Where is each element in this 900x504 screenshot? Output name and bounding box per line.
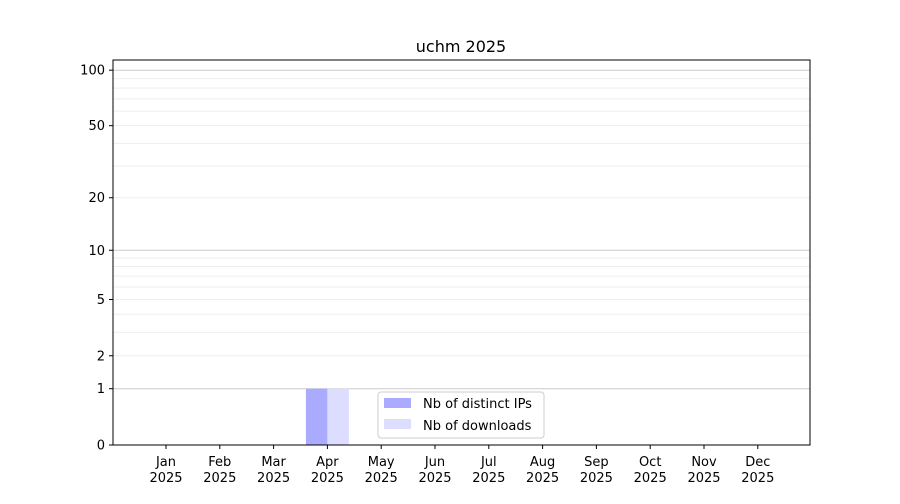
y-tick-label: 1 bbox=[97, 382, 105, 397]
x-tick-label: 2025 bbox=[418, 471, 451, 486]
x-tick-label: 2025 bbox=[365, 471, 398, 486]
x-tick-label: Jun bbox=[424, 455, 445, 470]
x-tick-label: 2025 bbox=[526, 471, 559, 486]
x-tick-label: 2025 bbox=[634, 471, 667, 486]
x-tick-label: Aug bbox=[530, 455, 555, 470]
x-tick-label: Sep bbox=[584, 455, 609, 470]
x-tick-label: May bbox=[368, 455, 395, 470]
x-tick-label: Apr bbox=[316, 455, 339, 470]
y-tick-label: 2 bbox=[97, 349, 105, 364]
x-tick-label: Dec bbox=[745, 455, 770, 470]
x-tick-label: 2025 bbox=[149, 471, 182, 486]
legend: Nb of distinct IPs Nb of downloads bbox=[377, 391, 545, 439]
y-tick-label: 100 bbox=[80, 64, 105, 79]
plot-frame bbox=[112, 59, 811, 446]
y-tick-label: 50 bbox=[88, 119, 105, 134]
bar-distinct-ips bbox=[305, 388, 328, 445]
x-tick-label: Jan bbox=[155, 455, 176, 470]
x-tick-label: Mar bbox=[261, 455, 286, 470]
y-tick-label: 0 bbox=[97, 439, 105, 454]
x-tick-label: Oct bbox=[639, 455, 661, 470]
x-tick-label: 2025 bbox=[257, 471, 290, 486]
x-tick-label: 2025 bbox=[203, 471, 236, 486]
y-tick-label: 5 bbox=[97, 293, 105, 308]
chart-title: uchm 2025 bbox=[416, 37, 506, 56]
legend-label-downloads: Nb of downloads bbox=[423, 419, 532, 434]
legend-swatch-downloads bbox=[384, 419, 411, 429]
x-tick-label: Feb bbox=[208, 455, 231, 470]
x-tick-label: 2025 bbox=[741, 471, 774, 486]
x-tick-label: Jul bbox=[480, 455, 497, 470]
x-tick-label: 2025 bbox=[311, 471, 344, 486]
legend-swatch-ips bbox=[384, 398, 411, 408]
bar-downloads bbox=[327, 388, 349, 445]
y-tick-label: 20 bbox=[88, 191, 105, 206]
y-tick-label: 10 bbox=[88, 244, 105, 259]
x-tick-label: Nov bbox=[691, 455, 717, 470]
legend-label-ips: Nb of distinct IPs bbox=[423, 397, 532, 412]
x-tick-label: 2025 bbox=[472, 471, 505, 486]
x-tick-label: 2025 bbox=[580, 471, 613, 486]
x-tick-label: 2025 bbox=[687, 471, 720, 486]
